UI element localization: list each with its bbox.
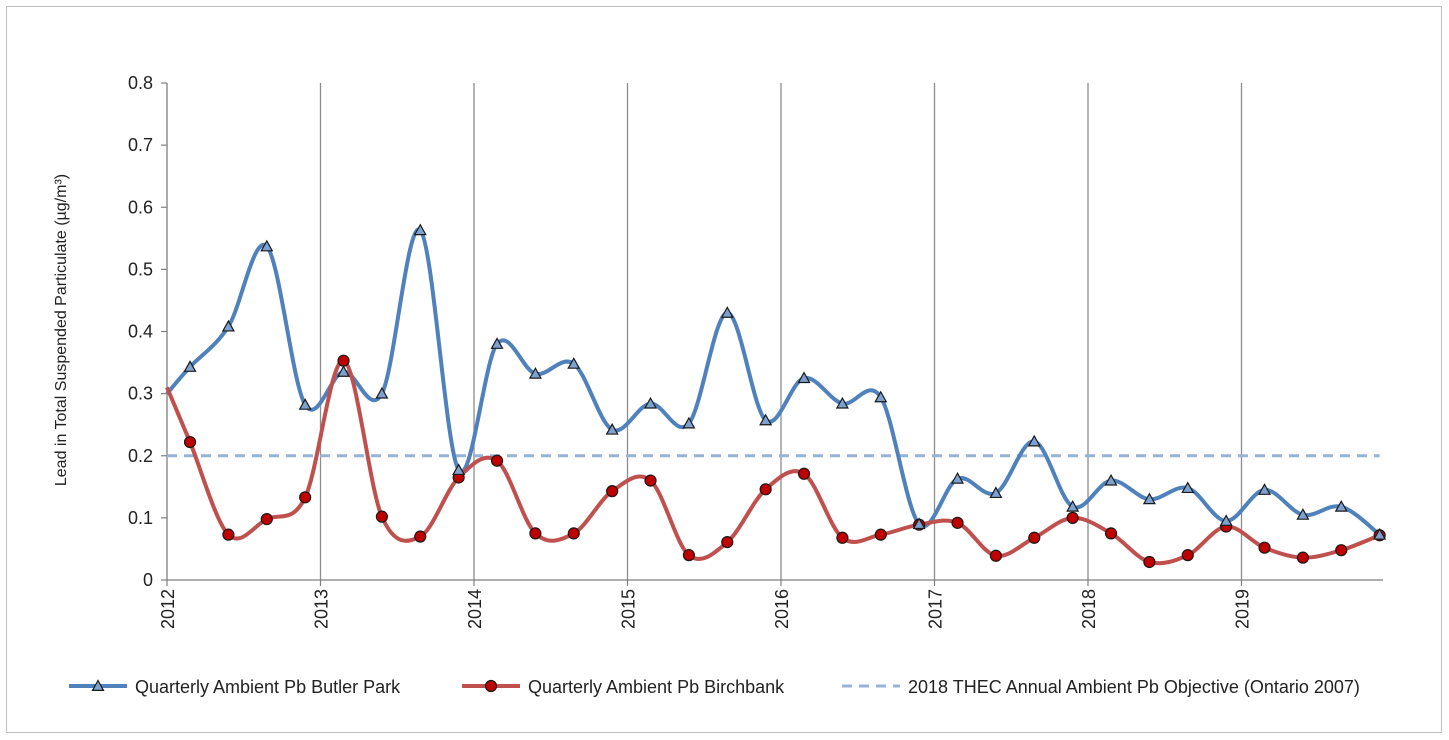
markers-layer bbox=[183, 223, 1387, 569]
butler-park-point bbox=[1373, 527, 1387, 540]
butler-park-point bbox=[1142, 492, 1156, 505]
birchbank-point bbox=[1066, 511, 1079, 524]
butler-park-point bbox=[298, 398, 312, 410]
butler-park-point bbox=[912, 517, 926, 530]
series-line-butler-park bbox=[165, 227, 1381, 537]
legend: Quarterly Ambient Pb Butler Park Quarterl… bbox=[69, 677, 1360, 697]
butler-park-point bbox=[183, 360, 197, 372]
birchbank-point bbox=[989, 549, 1003, 562]
butler-park-point bbox=[1104, 473, 1118, 486]
y-tick-label: 0.7 bbox=[128, 135, 153, 155]
butler-park-point bbox=[605, 422, 619, 435]
birchbank-point bbox=[490, 454, 504, 467]
butler-park-point bbox=[951, 472, 965, 484]
birchbank-point bbox=[644, 474, 657, 487]
tick-labels: 0 0.1 0.2 0.3 0.4 0.5 0.6 0.7 0.8 2012 2013 2014 201… bbox=[128, 73, 1253, 629]
birchbank-point bbox=[414, 530, 427, 543]
birchbank-point bbox=[606, 485, 619, 498]
vertical-gridlines bbox=[319, 83, 1243, 580]
legend-circle-marker bbox=[484, 679, 498, 693]
birchbank-point bbox=[260, 513, 273, 526]
y-tick-label: 0.1 bbox=[128, 508, 153, 528]
birchbank-point bbox=[951, 516, 964, 529]
birchbank-point bbox=[721, 536, 734, 549]
x-tick-label: 2019 bbox=[1233, 589, 1253, 629]
x-tick-label: 2013 bbox=[312, 589, 332, 629]
butler-park-point bbox=[337, 365, 351, 377]
birchbank-point bbox=[874, 528, 887, 541]
butler-park-point bbox=[1258, 483, 1272, 495]
butler-park-point bbox=[835, 396, 849, 409]
birchbank-point bbox=[375, 510, 388, 523]
x-tick-label: 2012 bbox=[158, 589, 178, 629]
butler-park-point bbox=[490, 337, 504, 349]
birchbank-point bbox=[183, 435, 197, 449]
butler-park-point bbox=[797, 371, 811, 384]
birchbank-point bbox=[1104, 527, 1118, 540]
birchbank-point bbox=[222, 528, 235, 541]
butler-park-point bbox=[1027, 434, 1041, 447]
chart-frame bbox=[6, 6, 1442, 733]
axes bbox=[161, 82, 1383, 586]
x-tick-label: 2017 bbox=[926, 589, 946, 629]
butler-park-point bbox=[1334, 499, 1348, 512]
y-tick-label: 0 bbox=[143, 570, 153, 590]
butler-park-point bbox=[1219, 514, 1233, 526]
butler-park-point bbox=[720, 306, 734, 318]
butler-park-point bbox=[989, 486, 1003, 499]
series-line-birchbank bbox=[165, 358, 1381, 566]
birchbank-point bbox=[1181, 549, 1194, 562]
butler-park-point bbox=[759, 413, 773, 426]
y-tick-label: 0.4 bbox=[128, 322, 153, 342]
butler-park-point bbox=[260, 239, 274, 252]
legend-label: 2018 THEC Annual Ambient Pb Objective (O… bbox=[908, 677, 1360, 697]
birchbank-point bbox=[836, 531, 849, 544]
y-tick-label: 0.2 bbox=[128, 446, 153, 466]
legend-item: Quarterly Ambient Pb Butler Park bbox=[69, 677, 401, 697]
legend-label: Quarterly Ambient Pb Birchbank bbox=[528, 677, 785, 697]
butler-park-point bbox=[874, 390, 888, 403]
y-tick-label: 0.8 bbox=[128, 73, 153, 93]
y-tick-label: 0.3 bbox=[128, 384, 153, 404]
y-axis-label: Lead in Total Suspended Particulate (µg/… bbox=[53, 174, 70, 486]
legend-item: 2018 THEC Annual Ambient Pb Objective (O… bbox=[842, 677, 1360, 697]
x-tick-label: 2014 bbox=[465, 589, 485, 629]
butler-park-point bbox=[528, 367, 542, 379]
butler-park-point bbox=[1181, 481, 1195, 494]
birchbank-point bbox=[1296, 551, 1310, 564]
birchbank-point bbox=[529, 527, 542, 540]
birchbank-point bbox=[567, 527, 580, 540]
x-tick-label: 2015 bbox=[619, 589, 639, 629]
birchbank-point bbox=[1258, 541, 1271, 554]
birchbank-point bbox=[682, 549, 696, 562]
butler-park-point bbox=[1296, 508, 1310, 520]
birchbank-point bbox=[797, 467, 811, 480]
butler-park-point bbox=[644, 396, 658, 409]
butler-park-point bbox=[221, 319, 235, 332]
butler-park-point bbox=[682, 416, 696, 429]
series-layer bbox=[165, 227, 1381, 566]
birchbank-point bbox=[1335, 544, 1348, 557]
legend-item: Quarterly Ambient Pb Birchbank bbox=[462, 677, 785, 697]
y-tick-label: 0.6 bbox=[128, 197, 153, 217]
butler-park-point bbox=[452, 463, 466, 476]
birchbank-point bbox=[1143, 555, 1156, 569]
x-tick-label: 2016 bbox=[772, 589, 792, 629]
legend-triangle-marker bbox=[91, 679, 105, 692]
butler-park-point bbox=[567, 357, 581, 369]
y-tick-label: 0.5 bbox=[128, 259, 153, 279]
birchbank-point bbox=[1028, 531, 1041, 544]
birchbank-point bbox=[759, 483, 772, 496]
birchbank-point bbox=[299, 491, 312, 504]
butler-park-point bbox=[375, 386, 389, 399]
legend-label: Quarterly Ambient Pb Butler Park bbox=[135, 677, 401, 697]
butler-park-point bbox=[413, 223, 427, 236]
birchbank-point bbox=[337, 354, 350, 367]
x-tick-label: 2018 bbox=[1079, 589, 1099, 629]
butler-park-point bbox=[1066, 499, 1080, 512]
